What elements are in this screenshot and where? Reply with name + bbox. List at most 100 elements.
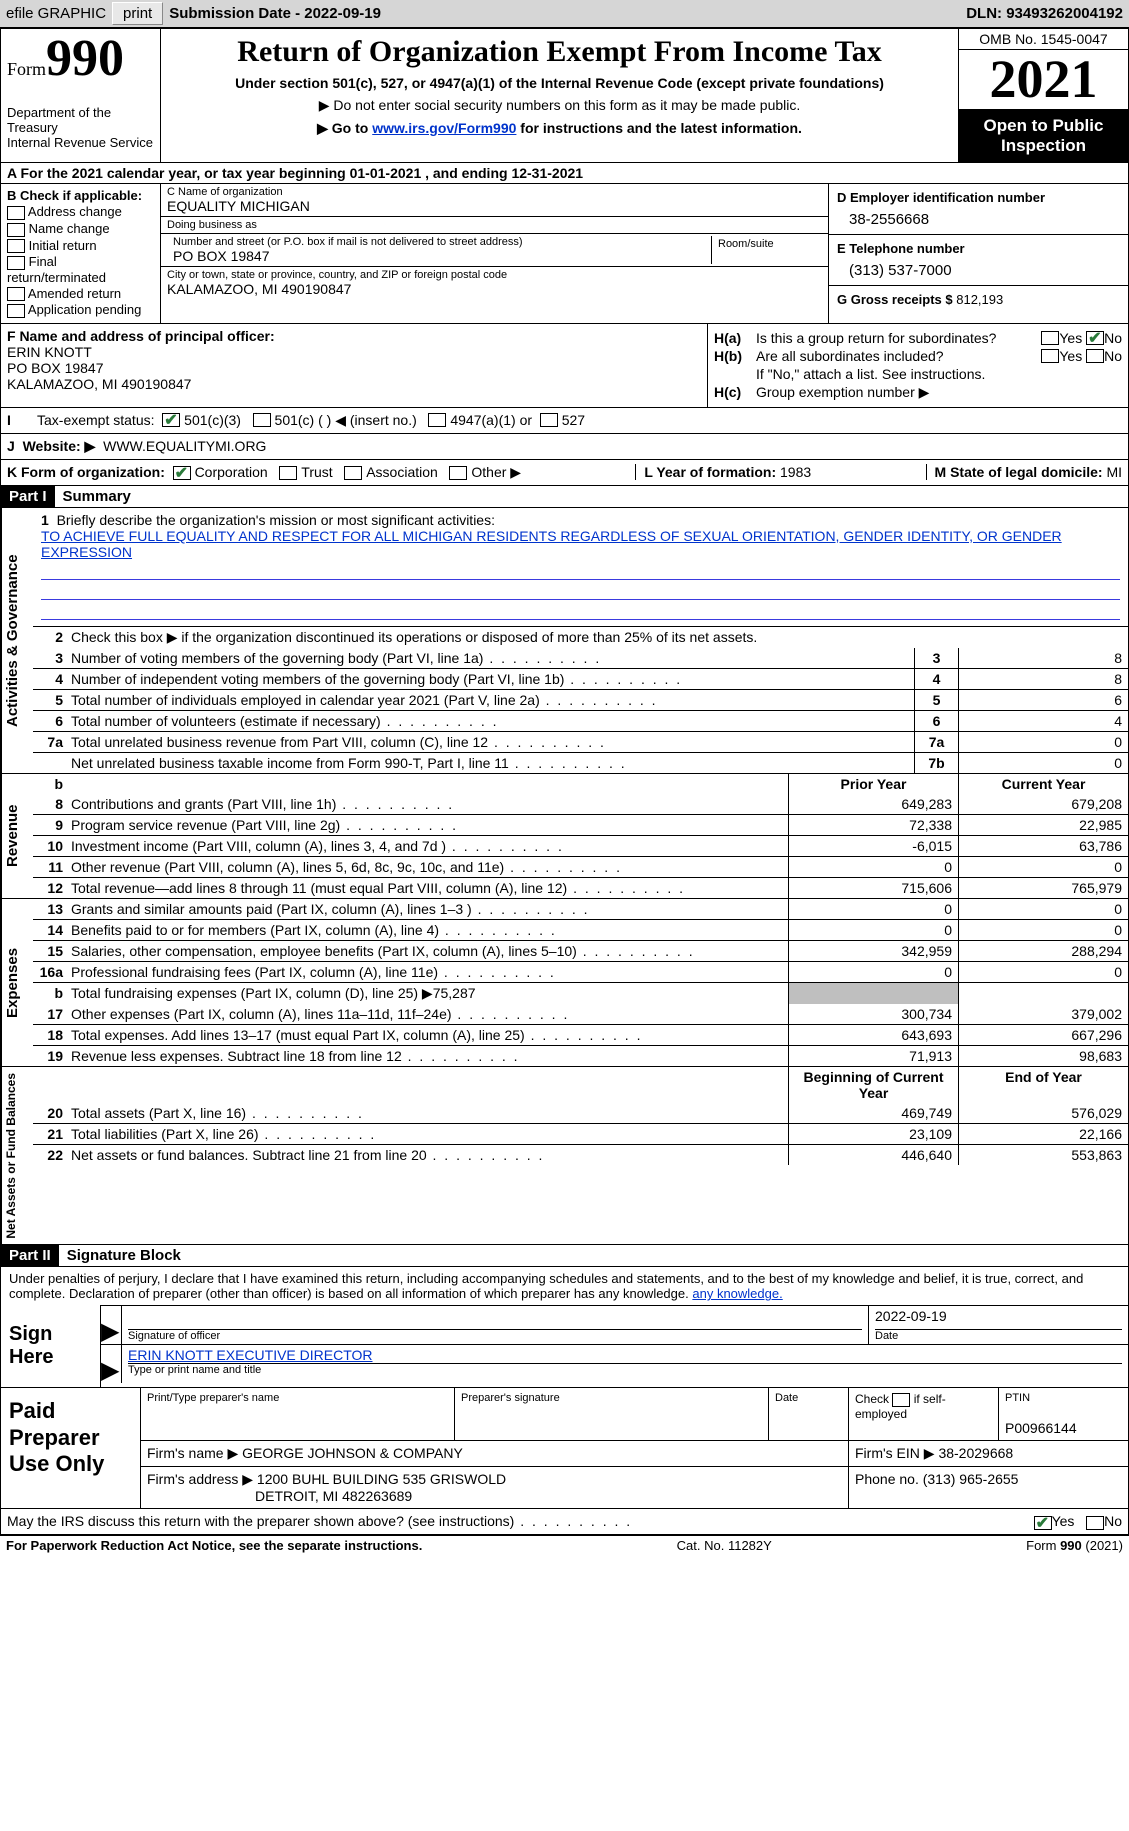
subtitle-1: Under section 501(c), 527, or 4947(a)(1)… (167, 75, 952, 91)
name-arrow-icon: ▶ (101, 1345, 121, 1383)
form-number: Form990 (7, 33, 154, 85)
section-h: H(a) Is this a group return for subordin… (708, 324, 1128, 407)
section-f: F Name and address of principal officer:… (1, 324, 708, 407)
h-a-row: H(a) Is this a group return for subordin… (714, 330, 1122, 346)
subtitle-3: ▶ Go to www.irs.gov/Form990 for instruct… (167, 120, 952, 137)
summary-line: 14Benefits paid to or for members (Part … (33, 919, 1128, 940)
summary-line: 18Total expenses. Add lines 13–17 (must … (33, 1024, 1128, 1045)
ha-no-checkbox[interactable] (1086, 331, 1104, 345)
k-trust-checkbox[interactable] (279, 466, 297, 480)
k-corp-checkbox[interactable] (173, 466, 191, 480)
summary-line: 6Total number of volunteers (estimate if… (33, 710, 1128, 731)
org-name-row: C Name of organization EQUALITY MICHIGAN (161, 184, 828, 217)
ha-yes-checkbox[interactable] (1041, 331, 1059, 345)
mission-line (41, 602, 1120, 620)
gross-receipts-row: G Gross receipts $ 812,193 (829, 286, 1128, 313)
submission-date: Submission Date - 2022-09-19 (169, 5, 381, 22)
chk-amended-return[interactable]: Amended return (7, 286, 154, 302)
sign-here-label: Sign Here (1, 1305, 101, 1387)
page-footer: For Paperwork Reduction Act Notice, see … (0, 1535, 1129, 1555)
ein-row: D Employer identification number 38-2556… (829, 184, 1128, 235)
chk-application-pending[interactable]: Application pending (7, 302, 154, 318)
row-klm: K Form of organization: Corporation Trus… (0, 460, 1129, 486)
form-header: Form990 Department of the Treasury Inter… (0, 28, 1129, 163)
i-527-checkbox[interactable] (540, 413, 558, 427)
preparer-row-2: Firm's name ▶ GEORGE JOHNSON & COMPANY F… (141, 1440, 1128, 1466)
h-b-note: If "No," attach a list. See instructions… (714, 366, 1122, 382)
officer-signature-line[interactable] (128, 1308, 862, 1330)
line-a: A For the 2021 calendar year, or tax yea… (0, 163, 1129, 184)
subtitle-2: ▶ Do not enter social security numbers o… (167, 97, 952, 114)
row-i: I Tax-exempt status: 501(c)(3) 501(c) ( … (0, 408, 1129, 434)
open-inspection: Open to Public Inspection (959, 110, 1128, 162)
paid-preparer-label: Paid Preparer Use Only (1, 1388, 141, 1508)
tab-net-assets: Net Assets or Fund Balances (1, 1067, 33, 1245)
summary-line: 11Other revenue (Part VIII, column (A), … (33, 856, 1128, 877)
section-b: B Check if applicable: Address change Na… (1, 184, 161, 322)
mission-line (41, 582, 1120, 600)
hb-no-checkbox[interactable] (1086, 349, 1104, 363)
summary-line: 16aProfessional fundraising fees (Part I… (33, 961, 1128, 982)
summary-line: 10Investment income (Part VIII, column (… (33, 835, 1128, 856)
irs-link[interactable]: www.irs.gov/Form990 (372, 120, 516, 136)
section-l: L Year of formation: 1983 (635, 464, 811, 480)
section-deg: D Employer identification number 38-2556… (828, 184, 1128, 322)
summary-line: 7aTotal unrelated business revenue from … (33, 731, 1128, 752)
self-employed-checkbox[interactable] (892, 1393, 910, 1407)
hb-yes-checkbox[interactable] (1041, 349, 1059, 363)
may-yes-checkbox[interactable] (1034, 1516, 1052, 1530)
chk-address-change[interactable]: Address change (7, 204, 154, 220)
summary-line: 12Total revenue—add lines 8 through 11 (… (33, 877, 1128, 898)
tax-year: 2021 (959, 50, 1128, 110)
chk-final-return[interactable]: Final return/terminated (7, 254, 154, 285)
i-501c-checkbox[interactable] (253, 413, 271, 427)
i-501c3-checkbox[interactable] (162, 413, 180, 427)
chk-initial-return[interactable]: Initial return (7, 238, 154, 254)
summary-line: 3Number of voting members of the governi… (33, 648, 1128, 668)
paid-preparer-block: Paid Preparer Use Only Print/Type prepar… (0, 1388, 1129, 1509)
summary-line: 13Grants and similar amounts paid (Part … (33, 899, 1128, 919)
row-j: J Website: ▶ WWW.EQUALITYMI.ORG (0, 434, 1129, 460)
revenue-block: Revenue b Prior Year Current Year 8Contr… (0, 774, 1129, 899)
section-c: C Name of organization EQUALITY MICHIGAN… (161, 184, 828, 322)
may-no-checkbox[interactable] (1086, 1516, 1104, 1530)
section-m: M State of legal domicile: MI (926, 464, 1122, 480)
k-other-checkbox[interactable] (449, 466, 467, 480)
penalty-statement: Under penalties of perjury, I declare th… (1, 1267, 1128, 1305)
street-row: Number and street (or P.O. box if mail i… (161, 234, 828, 267)
tab-expenses: Expenses (1, 899, 33, 1066)
activities-governance-block: Activities & Governance 1 Briefly descri… (0, 508, 1129, 774)
k-assoc-checkbox[interactable] (344, 466, 362, 480)
bycy-header: Beginning of Current Year End of Year (33, 1067, 1128, 1103)
i-4947-checkbox[interactable] (428, 413, 446, 427)
phone-row: E Telephone number (313) 537-7000 (829, 235, 1128, 286)
block-fh: F Name and address of principal officer:… (0, 324, 1129, 408)
section-k: K Form of organization: Corporation Trus… (7, 464, 521, 481)
h-c-row: H(c) Group exemption number ▶ (714, 384, 1122, 401)
any-knowledge-link[interactable]: any knowledge. (692, 1286, 782, 1301)
header-mid: Return of Organization Exempt From Incom… (161, 29, 958, 162)
signature-arrow-icon: ▶ (101, 1306, 121, 1344)
expenses-block: Expenses 13Grants and similar amounts pa… (0, 899, 1129, 1067)
line-16b: b Total fundraising expenses (Part IX, c… (33, 982, 1128, 1004)
mission-text[interactable]: TO ACHIEVE FULL EQUALITY AND RESPECT FOR… (41, 528, 1062, 560)
omb-number: OMB No. 1545-0047 (959, 29, 1128, 50)
top-toolbar: efile GRAPHIC print Submission Date - 20… (0, 0, 1129, 28)
summary-line: 4Number of independent voting members of… (33, 668, 1128, 689)
chk-name-change[interactable]: Name change (7, 221, 154, 237)
line-1-mission: 1 Briefly describe the organization's mi… (33, 508, 1128, 626)
print-button[interactable]: print (112, 2, 163, 25)
dept-label: Department of the Treasury Internal Reve… (7, 105, 154, 150)
signature-date: 2022-09-19 (875, 1308, 1122, 1330)
summary-line: 9Program service revenue (Part VIII, lin… (33, 814, 1128, 835)
summary-line: 17Other expenses (Part IX, column (A), l… (33, 1004, 1128, 1024)
signature-block: Under penalties of perjury, I declare th… (0, 1267, 1129, 1388)
dba-row: Doing business as (161, 217, 828, 234)
summary-line: 5Total number of individuals employed in… (33, 689, 1128, 710)
header-left: Form990 Department of the Treasury Inter… (1, 29, 161, 162)
summary-line: 15Salaries, other compensation, employee… (33, 940, 1128, 961)
line-2: 2 Check this box ▶ if the organization d… (33, 626, 1128, 648)
preparer-row-1: Print/Type preparer's name Preparer's si… (141, 1388, 1128, 1440)
net-assets-block: Net Assets or Fund Balances Beginning of… (0, 1067, 1129, 1246)
header-right: OMB No. 1545-0047 2021 Open to Public In… (958, 29, 1128, 162)
